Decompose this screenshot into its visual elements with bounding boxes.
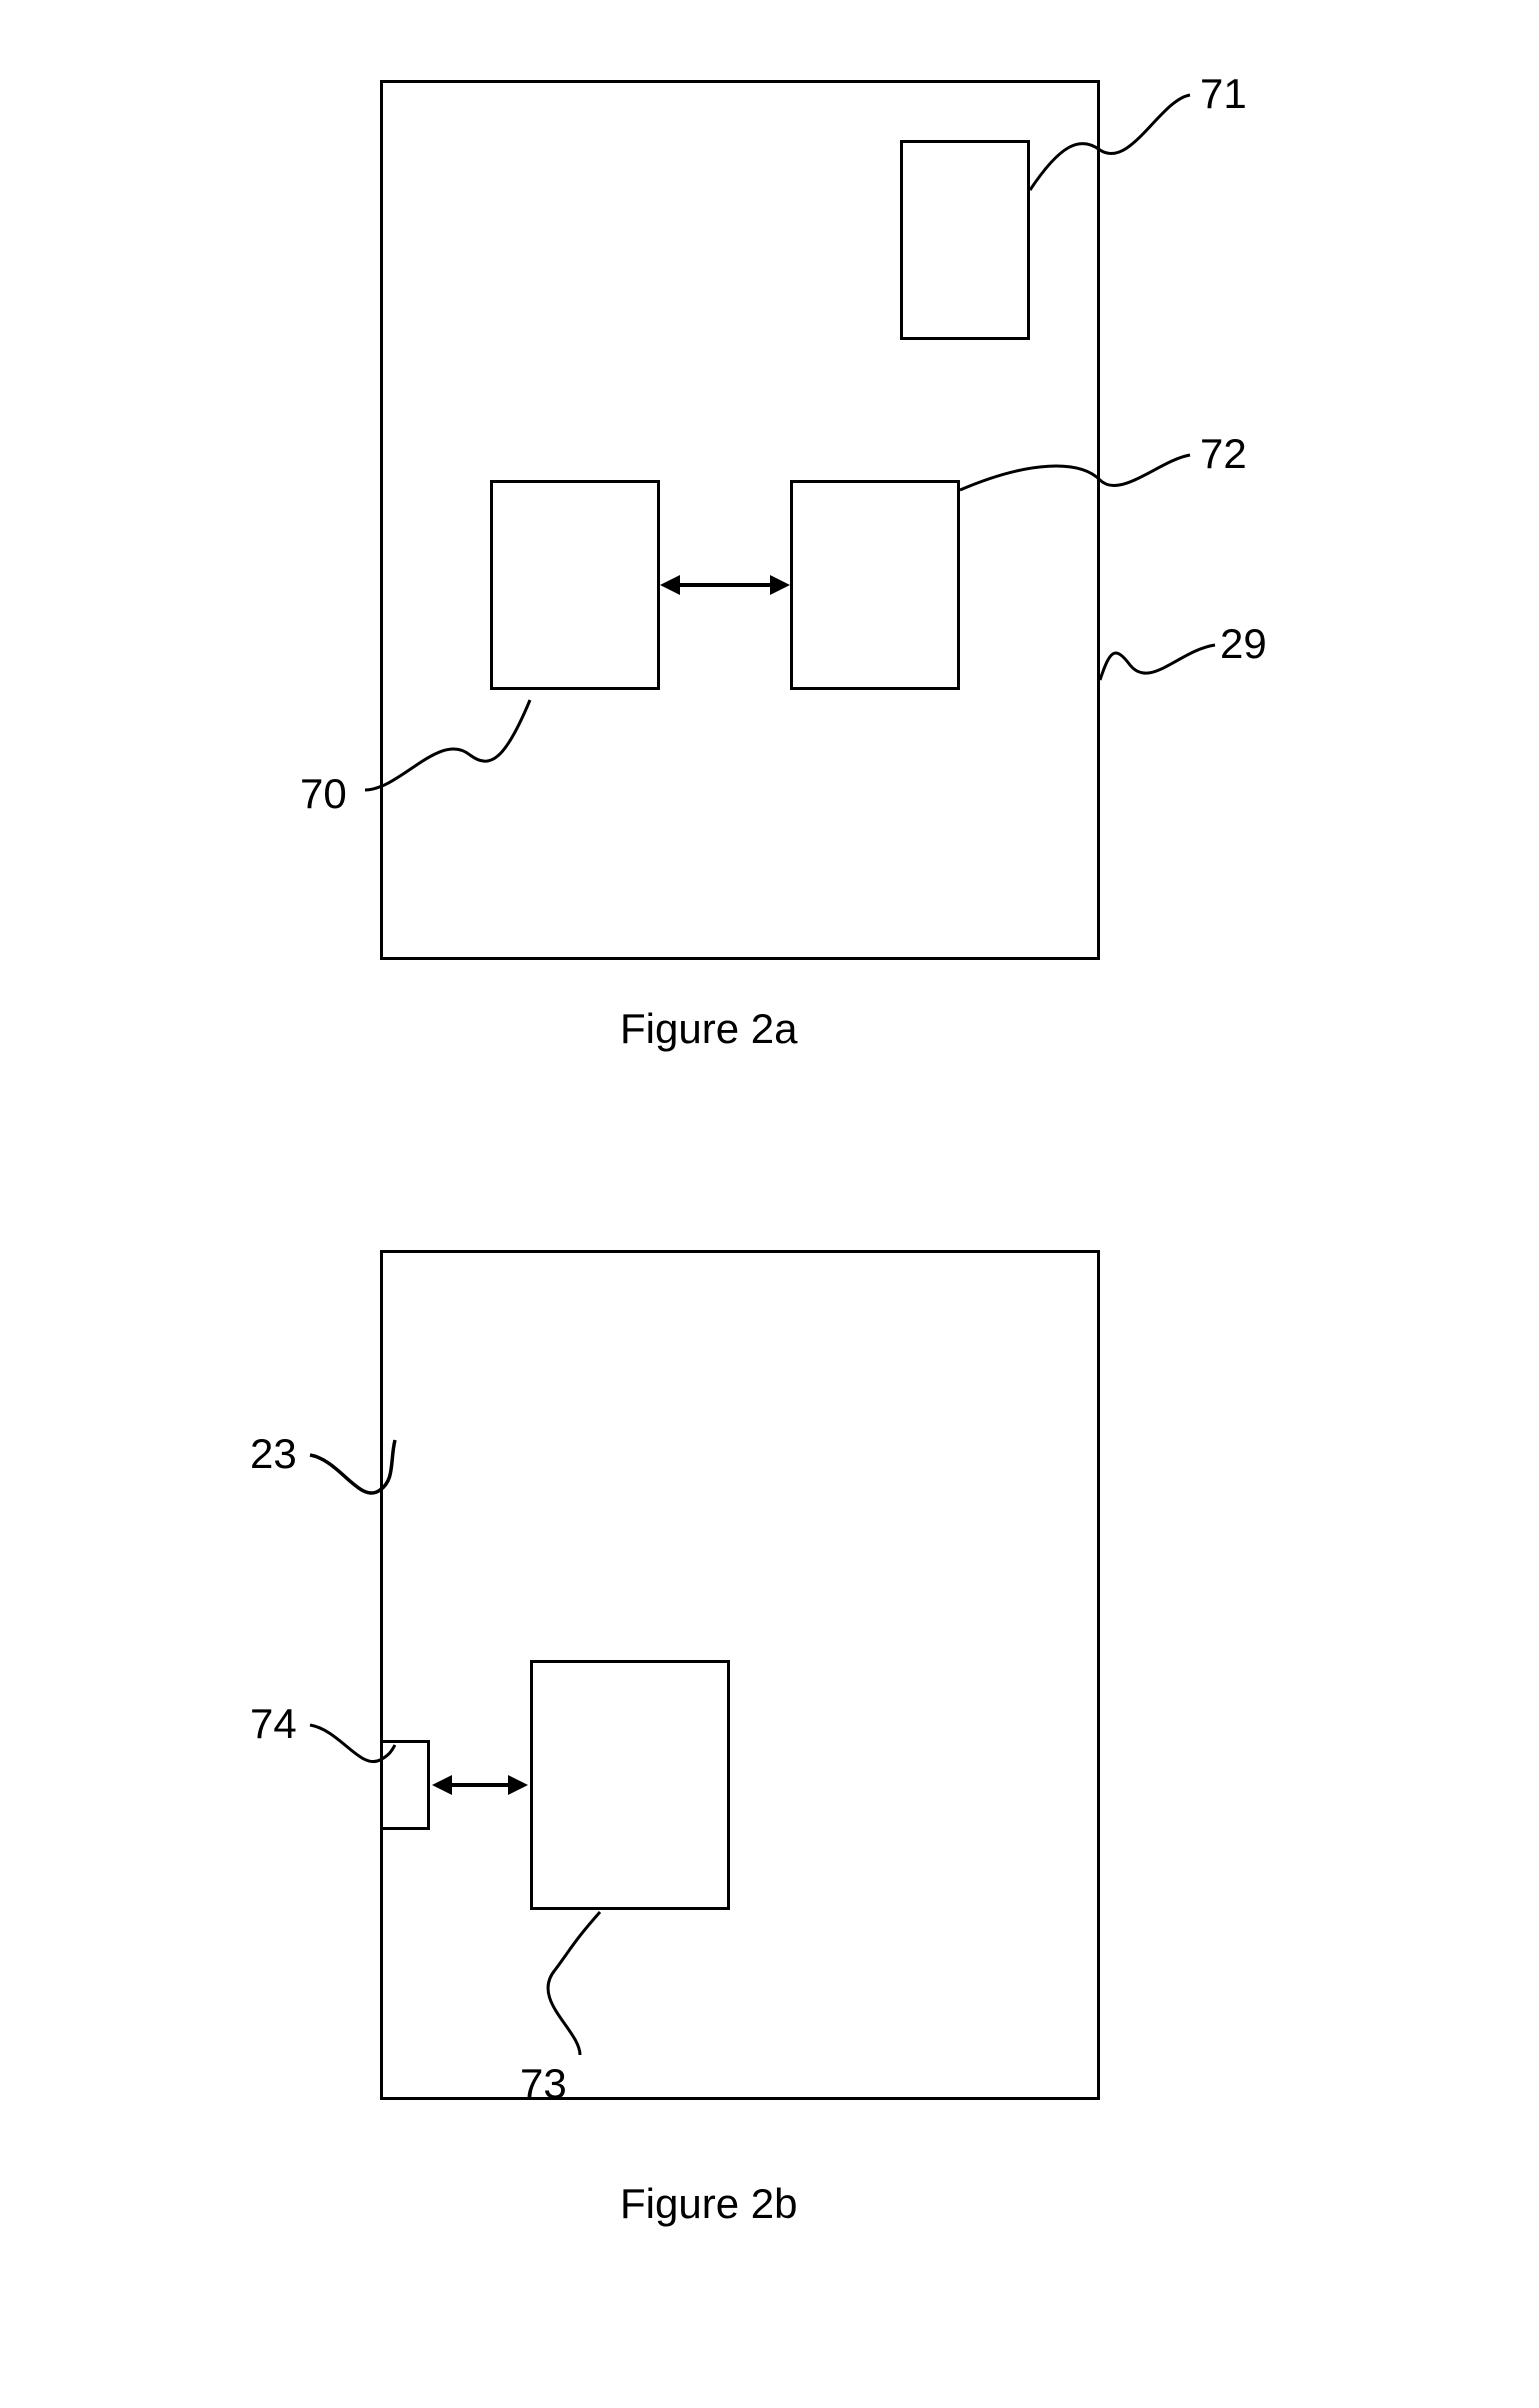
fig2b-caption: Figure 2b (620, 2180, 797, 2228)
page: 71 72 29 70 Figure 2a 23 74 73 Figur (0, 0, 1539, 2408)
fig2b-leader-73-icon (0, 0, 1539, 2408)
